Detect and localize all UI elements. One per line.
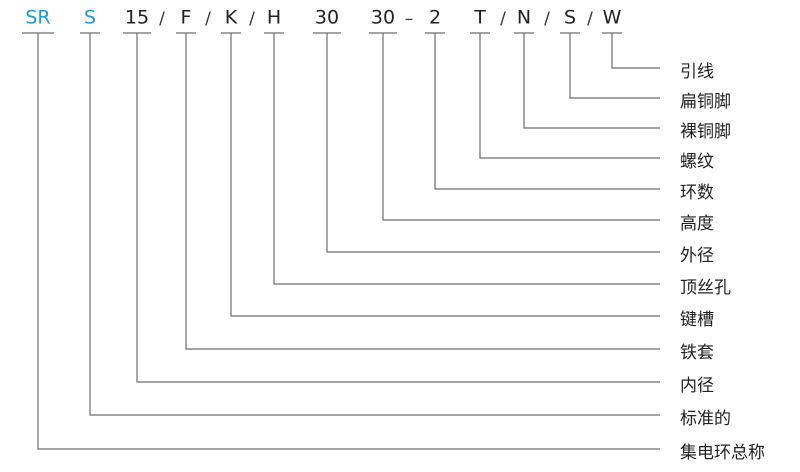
code-token: N [517, 7, 531, 29]
code-token: SR [25, 7, 50, 29]
code-label: 键槽 [680, 310, 714, 330]
separator: / [159, 9, 165, 29]
code-token: 30 [371, 7, 395, 29]
leader-line [273, 33, 660, 285]
code-label: 内径 [680, 376, 714, 396]
code-token: H [267, 7, 281, 29]
code-token: S [564, 7, 576, 29]
leader-line [326, 33, 660, 253]
code-token: T [473, 7, 486, 29]
leader-line [569, 33, 660, 99]
code-label: 裸铜脚 [680, 122, 731, 142]
leader-line [479, 33, 660, 159]
code-token: 2 [429, 7, 441, 29]
code-token: W [603, 7, 622, 29]
code-token: S [84, 7, 96, 29]
code-label: 外径 [680, 246, 714, 266]
code-token: 30 [315, 7, 339, 29]
code-label: 螺纹 [680, 152, 714, 172]
code-label: 环数 [680, 183, 714, 203]
code-token: 15 [125, 7, 149, 29]
separator: / [249, 9, 255, 29]
code-label: 扁铜脚 [680, 92, 731, 112]
leader-line [89, 33, 660, 416]
separator: / [587, 9, 593, 29]
separator: – [405, 9, 414, 29]
code-token: F [181, 7, 192, 29]
separator: / [500, 9, 506, 29]
separator: / [205, 9, 211, 29]
leader-line [523, 33, 660, 129]
leader-line [136, 33, 660, 383]
code-label: 集电环总称 [680, 443, 765, 463]
leader-line [230, 33, 660, 317]
leader-line [611, 33, 660, 69]
code-label: 高度 [680, 214, 714, 234]
leader-line [185, 33, 660, 350]
code-token: K [225, 7, 238, 29]
code-label: 顶丝孔 [680, 278, 731, 298]
code-label: 铁套 [680, 343, 714, 363]
code-label: 标准的 [680, 409, 731, 429]
leader-line [382, 33, 660, 221]
code-label: 引线 [680, 62, 714, 82]
leader-line [434, 33, 660, 190]
leader-line [37, 33, 660, 450]
separator: / [544, 9, 550, 29]
